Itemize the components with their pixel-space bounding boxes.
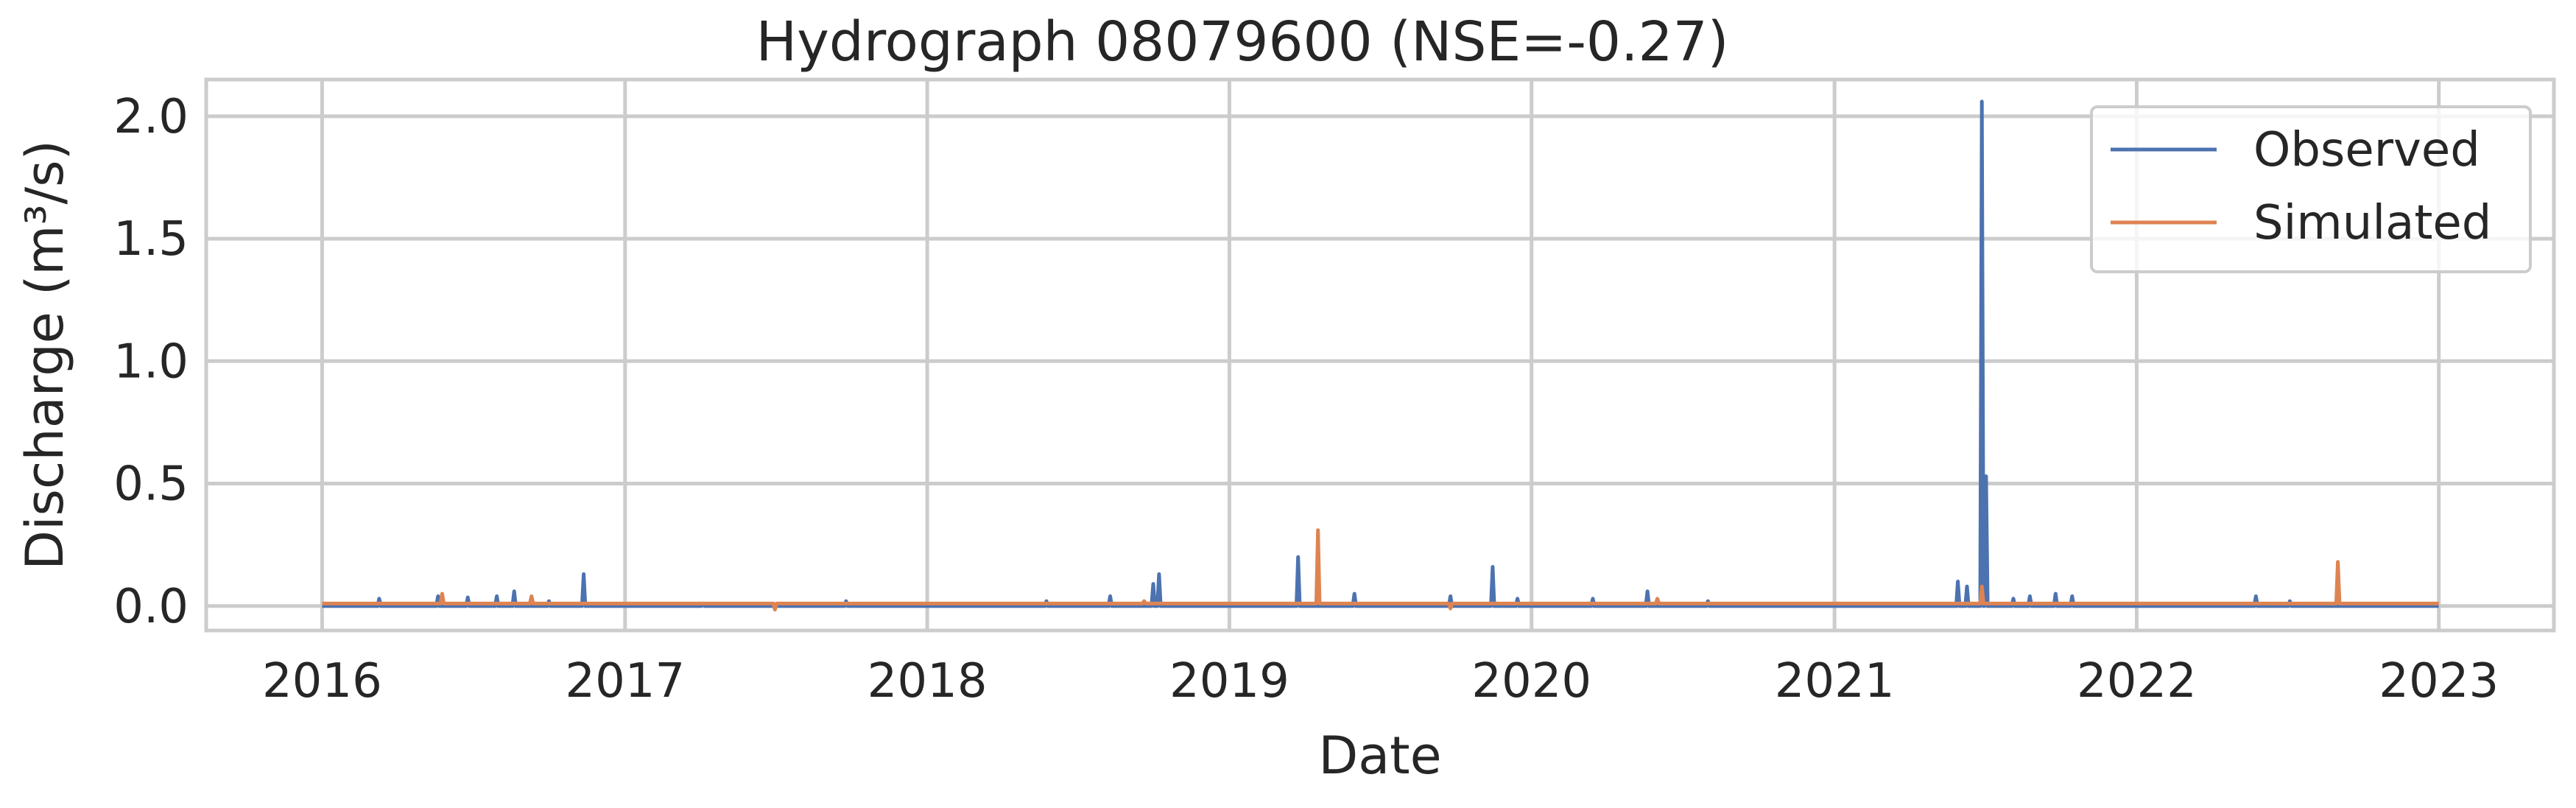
x-tick-label: 2020 [1471,654,1591,709]
x-tick-label: 2018 [868,654,988,709]
x-axis-title: Date [1318,726,1441,786]
x-tick-label: 2017 [565,654,685,709]
y-tick-label: 1.0 [113,334,189,389]
y-tick-labels: 0.0 0.5 1.0 1.5 2.0 [113,90,189,634]
x-tick-label: 2016 [262,654,382,709]
legend-label-observed: Observed [2253,123,2480,178]
y-tick-label: 0.5 [113,457,189,512]
legend-label-simulated: Simulated [2253,196,2491,250]
x-tick-label: 2021 [1775,654,1895,709]
y-tick-label: 2.0 [113,90,189,144]
series-line-observed [322,99,2439,608]
legend: Observed Simulated [2090,105,2532,273]
chart-title: Hydrograph 08079600 (NSE=-0.27) [756,10,1728,74]
y-axis-title: Discharge (m³/s) [15,140,75,570]
plot-frame [204,77,2556,633]
x-tick-labels: 2016 2017 2018 2019 2020 2021 2022 2023 [262,654,2499,709]
y-tick-label: 0.0 [113,580,189,634]
y-tick-label: 1.5 [113,212,189,267]
x-tick-label: 2022 [2077,654,2197,709]
series-line-simulated [322,528,2439,612]
x-tick-label: 2023 [2379,654,2499,709]
series-layer [322,99,2439,612]
x-tick-label: 2019 [1169,654,1289,709]
